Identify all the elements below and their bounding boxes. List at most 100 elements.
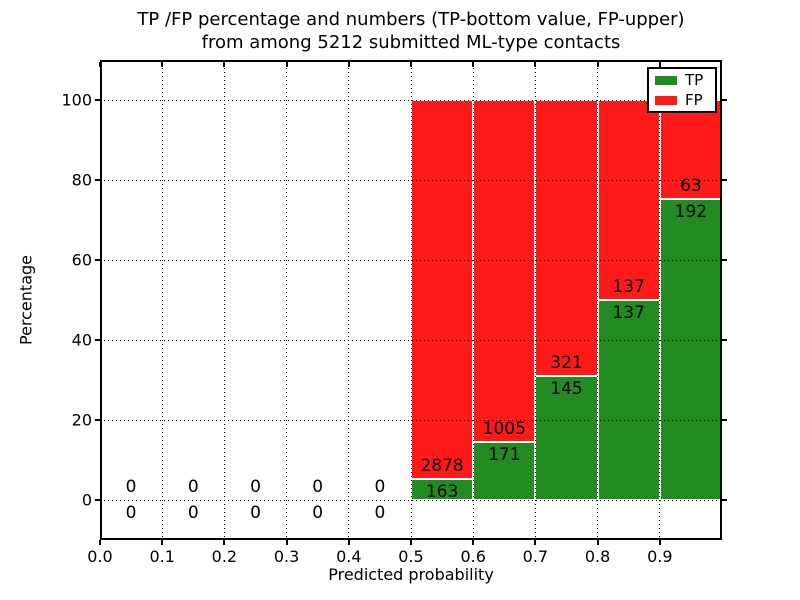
y-tick-label: 80 [71,170,92,190]
chart-title-line1: TP /FP percentage and numbers (TP-bottom… [137,9,685,30]
y-tick-left [95,419,100,421]
bar-segment-fp [535,100,598,376]
x-tick-bottom [658,540,661,545]
x-tick-label: 0.1 [149,547,175,566]
x-tick-top [410,62,412,67]
x-tick-bottom [596,540,599,545]
y-tick-right [722,179,727,181]
x-tick-label: 0.3 [273,547,300,566]
v-gridline [223,60,225,540]
bar-label-tp: 0 [374,503,386,523]
legend-entry-tp: TP [649,71,715,89]
y-tick-label: 40 [71,330,92,350]
bar-label-tp: 137 [612,303,645,323]
y-tick-right [722,499,727,501]
v-gridline [161,60,163,540]
h-gridline [100,179,722,181]
x-tick-label: 0.9 [647,547,673,566]
legend: TP FP [647,67,717,113]
x-tick-label: 0.5 [398,547,424,566]
y-tick-left [95,259,100,261]
x-tick-label: 0.6 [460,547,486,566]
v-gridline [348,60,350,540]
y-tick-label: 20 [71,410,92,430]
x-tick-top [347,62,350,67]
bar-segment-tp [597,300,660,500]
y-tick-right [722,99,727,101]
y-tick-left [95,339,100,341]
y-tick-label: 100 [61,90,92,110]
x-tick-bottom [472,540,475,545]
x-tick-top [285,62,288,67]
y-tick-label: 0 [81,490,92,510]
bar-label-fp: 63 [680,175,702,196]
x-tick-bottom [285,540,288,545]
v-gridline [286,60,288,540]
v-gridline [472,60,474,540]
chart-title-line2: from among 5212 submitted ML-type contac… [201,32,621,53]
x-tick-top [99,62,101,67]
y-tick-left [95,499,100,501]
y-tick-label: 60 [71,250,92,270]
bar-label-fp: 0 [374,477,386,497]
v-gridline [534,60,536,540]
legend-entry-fp: FP [649,91,715,109]
bar-label-fp: 137 [612,277,645,297]
tp-color-swatch-icon [655,75,677,85]
x-tick-bottom [534,540,537,545]
bar-label-tp: 171 [488,444,521,465]
x-tick-label: 0.0 [87,547,113,566]
x-tick-top [223,62,226,67]
bar-label-tp: 0 [125,503,137,523]
legend-label-fp: FP [685,90,703,109]
h-gridline [100,99,722,101]
x-tick-top [472,62,475,67]
y-tick-right [722,259,727,261]
x-tick-top [534,62,537,67]
x-tick-bottom [161,540,164,545]
chart-title: TP /FP percentage and numbers (TP-bottom… [137,8,684,54]
legend-label-tp: TP [685,70,704,89]
x-tick-bottom [223,540,226,545]
x-tick-top [161,62,164,67]
v-gridline [597,60,599,540]
x-tick-label: 0.8 [584,547,611,566]
y-tick-left [95,99,100,101]
x-tick-label: 0.2 [211,547,238,566]
x-tick-label: 0.7 [522,547,549,566]
bar-segment-fp [597,100,660,300]
y-tick-right [722,339,727,341]
bar-segment-fp [411,100,474,479]
x-tick-bottom [347,540,350,545]
bar-label-fp: 321 [550,352,583,373]
bar-label-tp: 0 [187,503,199,523]
x-tick-top [658,62,661,67]
x-tick-bottom [99,540,101,545]
fp-color-swatch-icon [655,95,677,105]
h-gridline [100,259,722,261]
bar-segment-tp [535,375,598,500]
bar-label-fp: 0 [125,477,137,497]
h-gridline [100,419,722,421]
x-tick-bottom [410,540,412,545]
bar-segment-fp [473,100,536,442]
bar-label-fp: 0 [250,477,261,497]
bar-segment-tp [659,198,722,500]
bar-label-fp: 2878 [420,455,464,476]
bar-label-tp: 163 [425,481,459,502]
y-axis-label: Percentage [16,254,36,346]
bar-label-fp: 0 [312,477,324,497]
h-gridline [100,499,722,501]
y-tick-left [95,179,100,181]
x-tick-top [596,62,599,67]
bar-label-tp: 0 [312,503,324,523]
v-gridline [659,60,661,540]
x-tick-label: 0.4 [336,547,362,566]
bar-label-tp: 192 [674,201,708,222]
x-axis-label: Predicted probability [328,565,494,584]
y-tick-right [722,419,727,421]
bar-label-fp: 1005 [482,418,526,439]
v-gridline [410,60,412,540]
bar-segment-tp [473,441,536,500]
